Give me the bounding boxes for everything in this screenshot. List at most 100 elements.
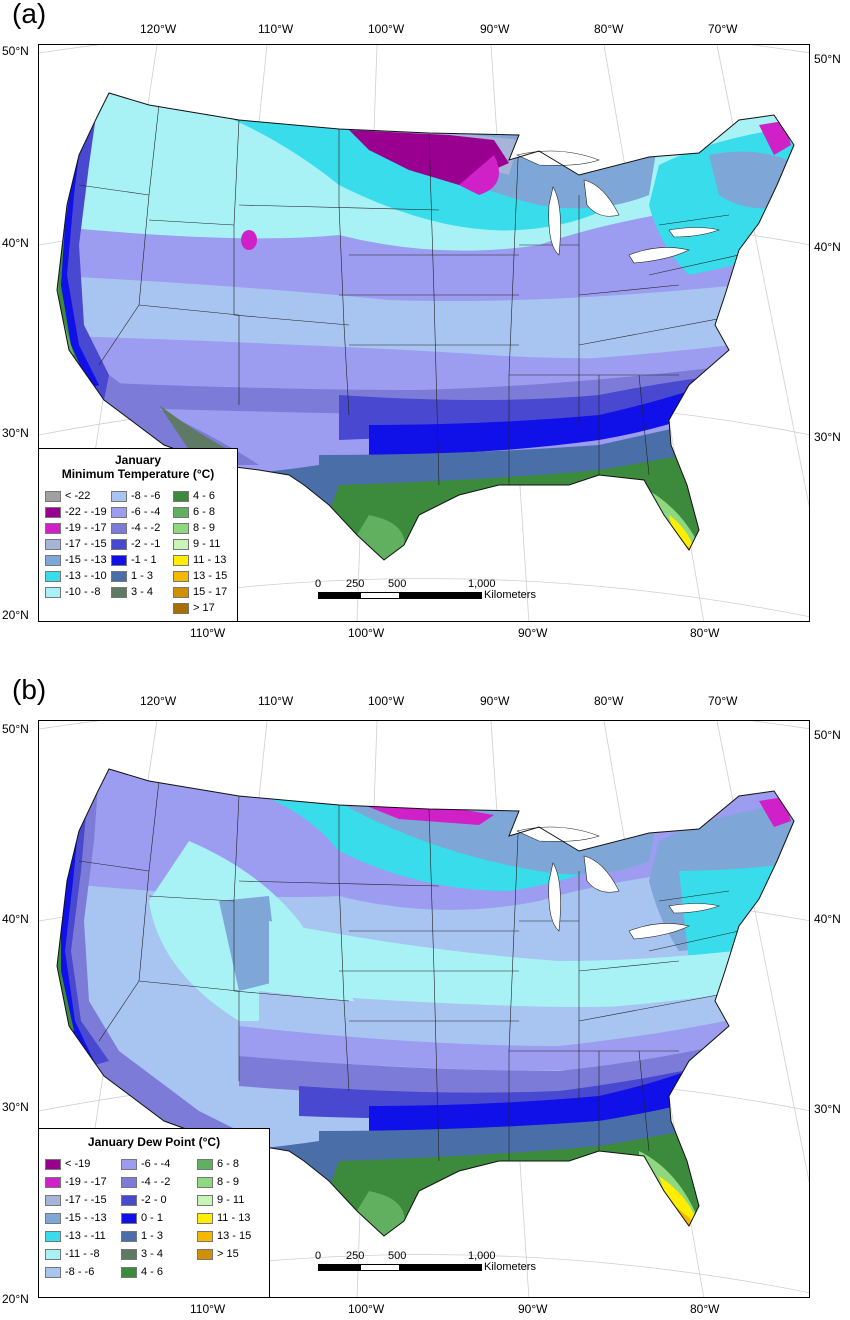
legend-item: > 17 — [173, 601, 231, 615]
legend-swatch — [121, 1212, 137, 1224]
right-lat-label: 30°N — [814, 1102, 841, 1116]
right-lat-label: 50°N — [814, 52, 841, 66]
legend-item: < -22 — [45, 489, 107, 503]
legend-item: 9 - 11 — [197, 1193, 269, 1207]
legend-swatch — [173, 586, 189, 598]
right-lat-label: 40°N — [814, 912, 841, 926]
panel-b: (b) 120°W 110°W 100°W 90°W 80°W 70°W 50°… — [0, 660, 850, 1320]
legend-swatch — [197, 1176, 213, 1188]
legend-label: 11 - 13 — [193, 554, 227, 566]
top-lon-label: 90°W — [480, 694, 510, 708]
legend-title: Minimum Temperature (°C) — [61, 467, 215, 481]
legend-title: January — [114, 453, 162, 467]
top-lon-label: 70°W — [708, 22, 738, 36]
legend-swatch — [121, 1176, 137, 1188]
legend-swatch — [45, 554, 61, 566]
legend-label: < -19 — [65, 1158, 91, 1170]
legend-swatch — [45, 490, 61, 502]
bottom-lon-label: 110°W — [190, 1302, 226, 1316]
top-lon-label: 90°W — [480, 22, 510, 36]
legend-item: 1 - 3 — [121, 1229, 193, 1243]
legend-label: -1 - 1 — [131, 554, 157, 566]
legend-entries: < -22 -22 - -19 -19 - -17 -17 - -15 -15 - -1… — [45, 489, 231, 615]
legend-item: -17 - -15 — [45, 1193, 117, 1207]
map-canvas-a — [39, 45, 809, 621]
top-lon-label: 70°W — [708, 694, 738, 708]
legend-swatch — [173, 522, 189, 534]
legend-label: 1 - 3 — [141, 1230, 164, 1242]
panel-a: (a) 120°W 110°W 100°W 90°W 80°W 70°W 50°… — [2, 0, 841, 640]
legend-label: 8 - 9 — [217, 1176, 240, 1188]
top-lon-label: 80°W — [594, 694, 624, 708]
legend-label: -13 - -11 — [65, 1230, 106, 1242]
left-lat-label: 30°N — [2, 1100, 29, 1114]
legend-label: 11 - 13 — [217, 1212, 251, 1224]
scale-unit: Kilometers — [484, 1261, 536, 1273]
scale-segment — [360, 1264, 400, 1271]
legend-item: 6 - 8 — [197, 1157, 269, 1171]
scale-segment — [318, 1264, 360, 1271]
legend-label: 8 - 9 — [193, 522, 216, 534]
legend-label: -15 - -13 — [65, 1212, 107, 1224]
legend-item: -10 - -8 — [45, 585, 107, 599]
legend-item: -13 - -10 — [45, 569, 107, 583]
legend-item: -15 - -13 — [45, 1211, 117, 1225]
left-lat-label: 20°N — [2, 608, 29, 622]
top-lon-label: 120°W — [140, 22, 177, 36]
scale-label: 250 — [346, 578, 365, 590]
scale-bar: 0 250 500 1,000 Kilometers — [315, 1250, 558, 1274]
left-lat-label: 30°N — [2, 426, 29, 440]
legend-item: -2 - 0 — [121, 1193, 193, 1207]
left-lat-label: 40°N — [2, 236, 29, 250]
legend-item: -15 - -13 — [45, 553, 107, 567]
legend-label: -6 - -4 — [131, 506, 161, 518]
scale-label: 500 — [388, 578, 407, 590]
bottom-lon-label: 110°W — [190, 626, 226, 640]
legend-item: 4 - 6 — [121, 1265, 193, 1279]
legend-label: -2 - -1 — [131, 538, 161, 550]
legend-label: 4 - 6 — [141, 1266, 164, 1278]
legend-swatch — [197, 1212, 213, 1224]
map-frame — [38, 720, 810, 1298]
right-lat-label: 50°N — [814, 728, 841, 742]
legend-swatch — [45, 506, 61, 518]
legend-label: -17 - -15 — [65, 538, 107, 550]
top-lon-label: 110°W — [258, 22, 294, 36]
legend-label: 6 - 8 — [217, 1158, 240, 1170]
scale-segment — [400, 592, 482, 599]
great-lakes — [516, 150, 721, 264]
legend-label: -6 - -4 — [141, 1158, 171, 1170]
legend-item: -11 - -8 — [45, 1247, 117, 1261]
top-lon-label: 100°W — [368, 694, 405, 708]
legend-item: -1 - 1 — [111, 553, 169, 567]
legend-label: 9 - 11 — [217, 1194, 245, 1206]
legend-item: 9 - 11 — [173, 537, 231, 551]
legend-swatch — [173, 490, 189, 502]
state-boundaries — [78, 104, 740, 486]
legend-item: 8 - 9 — [197, 1175, 269, 1189]
panel-label: (a) — [12, 0, 47, 29]
legend-item: 3 - 4 — [121, 1247, 193, 1261]
legend-label: -8 - -6 — [131, 490, 161, 502]
legend-item: -6 - -4 — [121, 1157, 193, 1171]
panel-label: (b) — [12, 674, 47, 705]
legend-item: 15 - 17 — [173, 585, 231, 599]
legend-label: > 15 — [217, 1248, 239, 1260]
legend-item: -4 - -2 — [111, 521, 169, 535]
legend-item: > 15 — [197, 1247, 269, 1261]
legend-item: -13 - -11 — [45, 1229, 117, 1243]
legend-item: -17 - -15 — [45, 537, 107, 551]
legend-item: 3 - 4 — [111, 585, 169, 599]
legend-label: -19 - -17 — [65, 522, 107, 534]
left-lat-label: 50°N — [2, 722, 29, 736]
legend-label: 15 - 17 — [193, 586, 228, 598]
scale-label: 250 — [346, 1250, 365, 1262]
legend-swatch — [173, 570, 189, 582]
top-lon-label: 120°W — [140, 694, 177, 708]
legend-swatch — [197, 1230, 213, 1242]
legend-swatch — [111, 506, 127, 518]
legend-label: -13 - -10 — [65, 570, 107, 582]
legend-swatch — [121, 1194, 137, 1206]
legend-item: 13 - 15 — [173, 569, 231, 583]
legend-swatch — [45, 538, 61, 550]
